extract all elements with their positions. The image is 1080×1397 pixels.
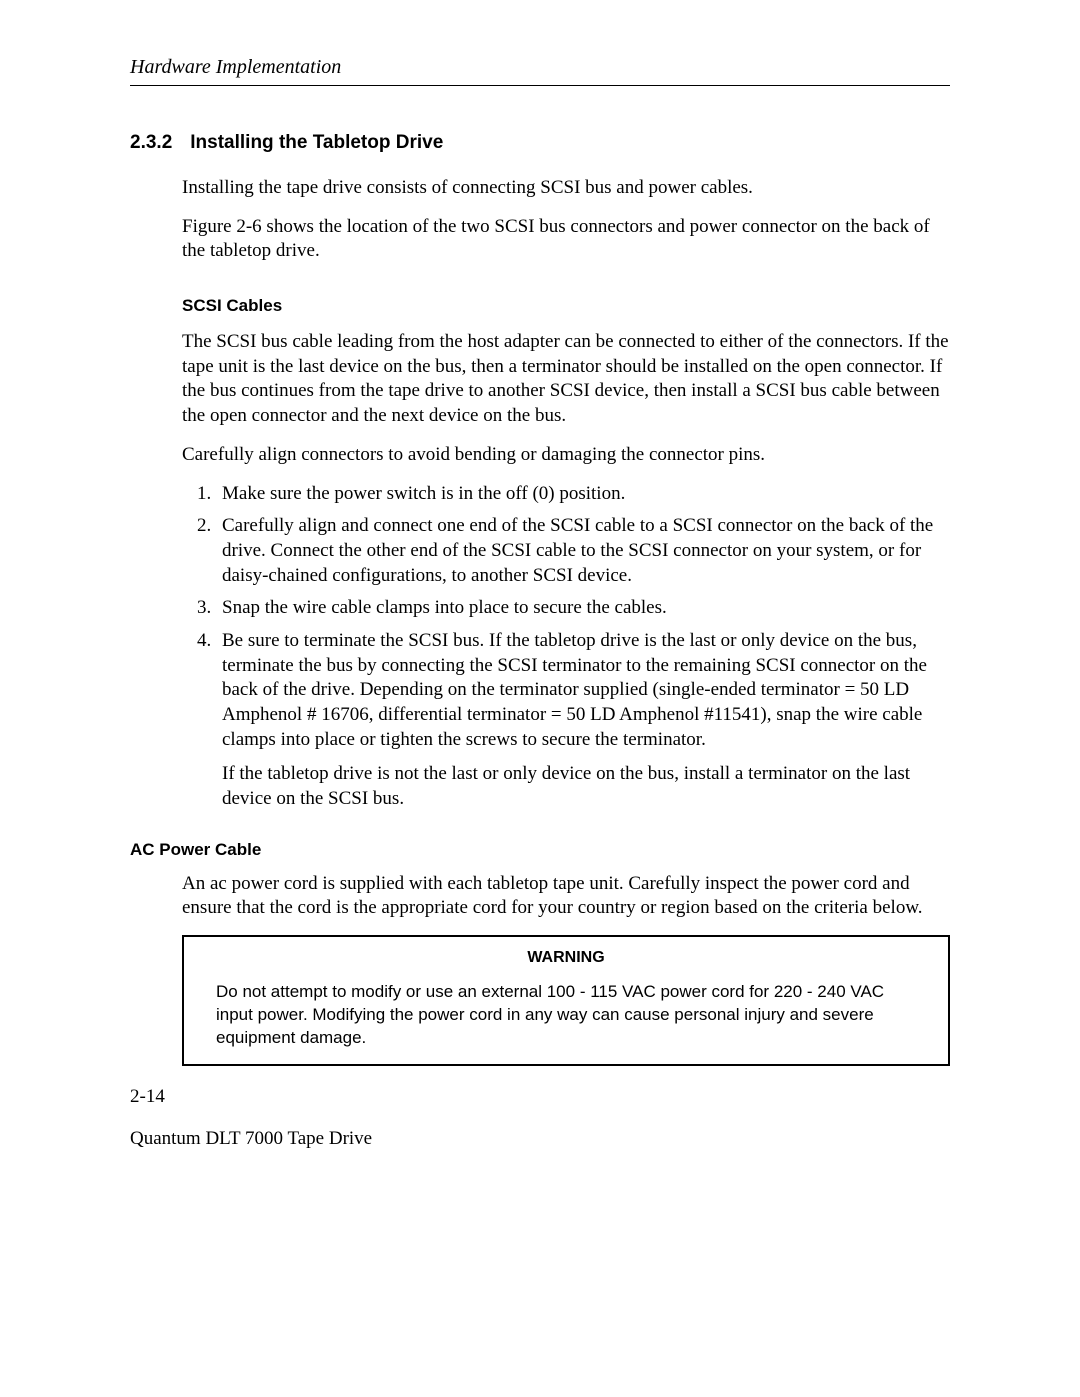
warning-box: WARNING Do not attempt to modify or use … bbox=[182, 935, 950, 1066]
step-2: Carefully align and connect one end of t… bbox=[216, 514, 950, 588]
section-title: Installing the Tabletop Drive bbox=[190, 132, 443, 154]
ac-heading: AC Power Cable bbox=[130, 840, 950, 860]
intro-block: Installing the tape drive consists of co… bbox=[182, 176, 950, 316]
footer-center: Quantum DLT 7000 Tape Drive bbox=[130, 1128, 950, 1150]
scsi-block: The SCSI bus cable leading from the host… bbox=[182, 330, 950, 812]
section-heading: 2.3.2 Installing the Tabletop Drive bbox=[130, 132, 950, 154]
running-head: Hardware Implementation bbox=[130, 56, 950, 86]
step-4: Be sure to terminate the SCSI bus. If th… bbox=[216, 629, 950, 812]
footer: 2-14 Quantum DLT 7000 Tape Drive bbox=[130, 1086, 950, 1150]
step-3: Snap the wire cable clamps into place to… bbox=[216, 596, 950, 621]
step-1: Make sure the power switch is in the off… bbox=[216, 482, 950, 507]
steps-list: Make sure the power switch is in the off… bbox=[216, 482, 950, 812]
warning-body: Do not attempt to modify or use an exter… bbox=[216, 981, 916, 1050]
scsi-p1: The SCSI bus cable leading from the host… bbox=[182, 330, 950, 429]
intro-p1: Installing the tape drive consists of co… bbox=[182, 176, 950, 201]
step-4-text: Be sure to terminate the SCSI bus. If th… bbox=[222, 630, 927, 750]
intro-p2: Figure 2-6 shows the location of the two… bbox=[182, 215, 950, 264]
step-4b-text: If the tabletop drive is not the last or… bbox=[222, 762, 950, 811]
ac-block: An ac power cord is supplied with each t… bbox=[182, 872, 950, 921]
page-number: 2-14 bbox=[130, 1086, 165, 1108]
warning-title: WARNING bbox=[216, 949, 916, 967]
scsi-p2: Carefully align connectors to avoid bend… bbox=[182, 443, 950, 468]
ac-p1: An ac power cord is supplied with each t… bbox=[182, 872, 950, 921]
scsi-heading: SCSI Cables bbox=[182, 296, 950, 316]
section-number: 2.3.2 bbox=[130, 132, 172, 154]
